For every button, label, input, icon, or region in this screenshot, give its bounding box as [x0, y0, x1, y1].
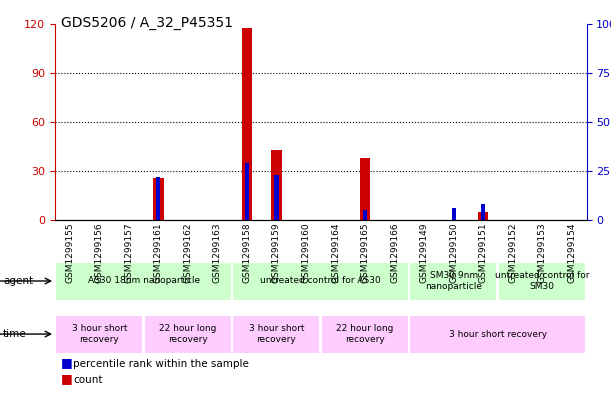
Bar: [274, 175, 279, 220]
FancyBboxPatch shape: [409, 262, 497, 300]
FancyBboxPatch shape: [409, 315, 585, 353]
Text: ■: ■: [61, 372, 73, 385]
FancyBboxPatch shape: [232, 262, 408, 300]
Text: GSM1299157: GSM1299157: [124, 223, 133, 283]
Text: untreated control for AS30: untreated control for AS30: [260, 277, 381, 285]
Text: GSM1299154: GSM1299154: [567, 223, 576, 283]
Text: 22 hour long
recovery: 22 hour long recovery: [337, 324, 393, 344]
Bar: [363, 210, 367, 220]
FancyBboxPatch shape: [321, 315, 408, 353]
Text: SM30 9nm
nanoparticle: SM30 9nm nanoparticle: [425, 271, 482, 291]
FancyBboxPatch shape: [55, 262, 231, 300]
Text: AS30 18nm nanoparticle: AS30 18nm nanoparticle: [87, 277, 200, 285]
Text: GSM1299161: GSM1299161: [154, 223, 163, 283]
Text: GSM1299155: GSM1299155: [65, 223, 75, 283]
Bar: [481, 204, 485, 220]
Bar: [478, 212, 488, 220]
Text: GSM1299150: GSM1299150: [449, 223, 458, 283]
Text: GSM1299159: GSM1299159: [272, 223, 281, 283]
Text: GSM1299162: GSM1299162: [183, 223, 192, 283]
Text: agent: agent: [3, 276, 33, 286]
Bar: [452, 208, 456, 220]
Text: GDS5206 / A_32_P45351: GDS5206 / A_32_P45351: [61, 16, 233, 30]
Text: GSM1299163: GSM1299163: [213, 223, 222, 283]
Text: GSM1299156: GSM1299156: [95, 223, 104, 283]
FancyBboxPatch shape: [232, 315, 320, 353]
Text: GSM1299164: GSM1299164: [331, 223, 340, 283]
Bar: [242, 29, 252, 220]
Text: ■: ■: [61, 356, 73, 369]
Text: GSM1299153: GSM1299153: [538, 223, 547, 283]
Text: GSM1299160: GSM1299160: [301, 223, 310, 283]
Text: count: count: [73, 375, 103, 385]
Text: GSM1299158: GSM1299158: [243, 223, 252, 283]
Text: time: time: [3, 329, 27, 339]
Text: GSM1299152: GSM1299152: [508, 223, 518, 283]
FancyBboxPatch shape: [498, 262, 585, 300]
Text: percentile rank within the sample: percentile rank within the sample: [73, 360, 249, 369]
Text: GSM1299166: GSM1299166: [390, 223, 399, 283]
Text: 22 hour long
recovery: 22 hour long recovery: [159, 324, 216, 344]
FancyBboxPatch shape: [55, 315, 142, 353]
Text: 3 hour short
recovery: 3 hour short recovery: [249, 324, 304, 344]
Bar: [156, 177, 161, 220]
Text: GSM1299151: GSM1299151: [478, 223, 488, 283]
Text: 3 hour short recovery: 3 hour short recovery: [449, 330, 547, 338]
Text: GSM1299149: GSM1299149: [420, 223, 429, 283]
Bar: [360, 158, 370, 220]
Text: GSM1299165: GSM1299165: [360, 223, 370, 283]
Text: untreated control for
SM30: untreated control for SM30: [495, 271, 590, 291]
Bar: [245, 163, 249, 220]
FancyBboxPatch shape: [144, 315, 231, 353]
Bar: [153, 178, 164, 220]
Text: 3 hour short
recovery: 3 hour short recovery: [71, 324, 127, 344]
Bar: [271, 150, 282, 220]
